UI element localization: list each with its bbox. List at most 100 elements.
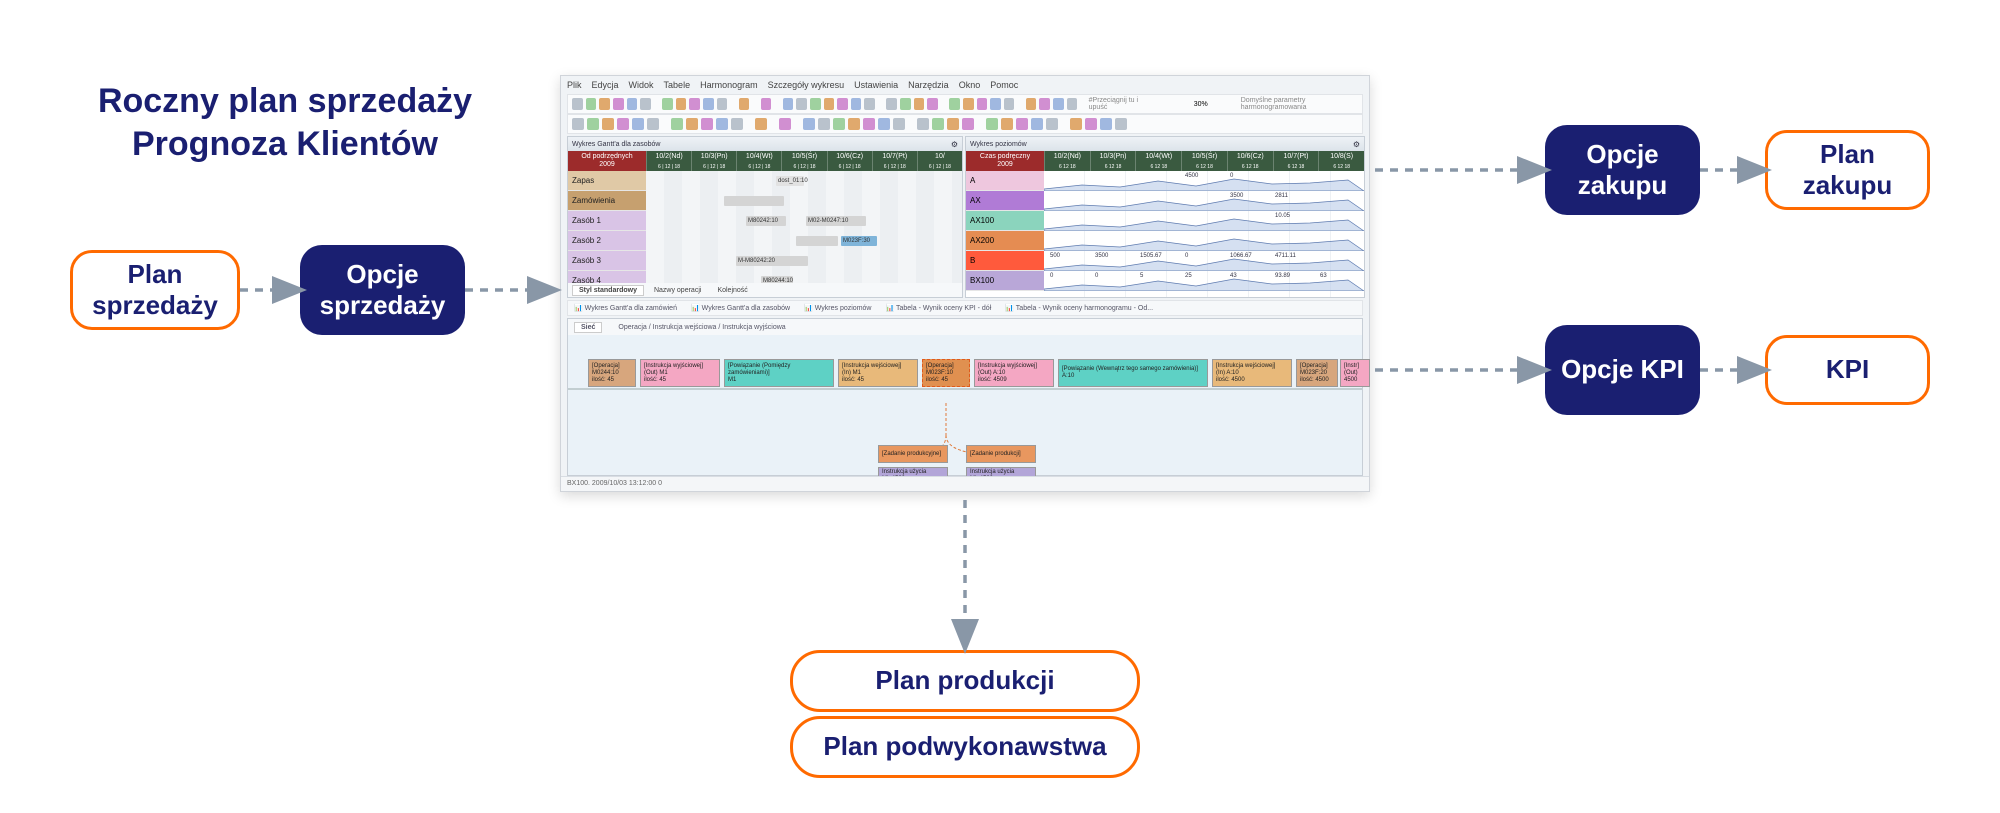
toolbar-icon[interactable] bbox=[662, 98, 673, 110]
toolbar-icon[interactable] bbox=[613, 98, 624, 110]
menu-item[interactable]: Plik bbox=[567, 80, 582, 90]
toolbar-icon[interactable] bbox=[731, 118, 743, 130]
menu-item[interactable]: Edycja bbox=[592, 80, 619, 90]
toolbar-icon[interactable] bbox=[686, 118, 698, 130]
view-tab[interactable]: 📊 Wykres Gantt'a dla zasobów bbox=[691, 304, 790, 312]
status-bar: BX100. 2009/10/03 13:12:00 0 bbox=[561, 476, 1369, 491]
toolbar-icon[interactable] bbox=[963, 98, 974, 110]
flow-node: [Powiązanie (Wewnątrz tego samego zamówi… bbox=[1058, 359, 1208, 387]
toolbar-icon[interactable] bbox=[586, 98, 597, 110]
subtab[interactable]: Kolejność bbox=[711, 286, 753, 295]
toolbar-icon[interactable] bbox=[863, 118, 875, 130]
toolbar-icon[interactable] bbox=[1115, 118, 1127, 130]
flow-subnode: [Zadanie produkcji] bbox=[966, 445, 1036, 463]
toolbar-icon[interactable] bbox=[949, 98, 960, 110]
menu-item[interactable]: Widok bbox=[629, 80, 654, 90]
toolbar-icon[interactable] bbox=[886, 98, 897, 110]
toolbar-icon[interactable] bbox=[599, 98, 610, 110]
toolbar-icon[interactable] bbox=[864, 98, 875, 110]
toolbar-icon[interactable] bbox=[851, 98, 862, 110]
toolbar-icon[interactable] bbox=[1067, 98, 1078, 110]
toolbar-icon[interactable] bbox=[701, 118, 713, 130]
toolbar-icon[interactable] bbox=[703, 98, 714, 110]
toolbar-icon[interactable] bbox=[1026, 98, 1037, 110]
toolbar-icon[interactable] bbox=[818, 118, 830, 130]
toolbar-icon[interactable] bbox=[824, 98, 835, 110]
menu-item[interactable]: Okno bbox=[959, 80, 981, 90]
toolbar-icon[interactable] bbox=[893, 118, 905, 130]
flow-subnode: [Zadanie produkcyjne] bbox=[878, 445, 948, 463]
view-tab[interactable]: 📊 Wykres poziomów bbox=[804, 304, 871, 312]
toolbar-icon[interactable] bbox=[572, 98, 583, 110]
toolbar-icon[interactable] bbox=[962, 118, 974, 130]
toolbar-icon[interactable] bbox=[796, 98, 807, 110]
toolbar-icon[interactable] bbox=[1070, 118, 1082, 130]
toolbar-icon[interactable] bbox=[689, 98, 700, 110]
flow-node: [Powiązanie (Pomiędzy zamówieniami)]M1 bbox=[724, 359, 834, 387]
subtab[interactable]: Styl standardowy bbox=[572, 285, 644, 296]
level-sparkline bbox=[1044, 251, 1364, 271]
menu-item[interactable]: Narzędzia bbox=[908, 80, 949, 90]
plan-zakupu-label: Plan zakupu bbox=[1782, 139, 1913, 201]
toolbar-icon[interactable] bbox=[900, 98, 911, 110]
gantt-date-col: Od podrzędnych 2009 bbox=[568, 151, 646, 171]
toolbar-icon[interactable] bbox=[1004, 98, 1015, 110]
toolbar-icon[interactable] bbox=[640, 98, 651, 110]
menu-item[interactable]: Ustawienia bbox=[854, 80, 898, 90]
toolbar-icon[interactable] bbox=[676, 98, 687, 110]
toolbar-icon[interactable] bbox=[671, 118, 683, 130]
toolbar-icon[interactable] bbox=[837, 98, 848, 110]
menu-item[interactable]: Tabele bbox=[664, 80, 691, 90]
toolbar-icon[interactable] bbox=[803, 118, 815, 130]
toolbar-icon[interactable] bbox=[927, 98, 938, 110]
toolbar-icon[interactable] bbox=[1039, 98, 1050, 110]
toolbar-icon[interactable] bbox=[572, 118, 584, 130]
flow-tab[interactable]: Sieć bbox=[574, 322, 602, 333]
toolbar-icon[interactable] bbox=[717, 98, 728, 110]
toolbar-icon[interactable] bbox=[947, 118, 959, 130]
toolbar-icon[interactable] bbox=[917, 118, 929, 130]
toolbar-icon[interactable] bbox=[587, 118, 599, 130]
toolbar-icon[interactable] bbox=[627, 98, 638, 110]
toolbar-icon[interactable] bbox=[761, 98, 772, 110]
level-row-label: BX100 bbox=[966, 271, 1044, 291]
view-tab[interactable]: 📊 Tabela - Wynik oceny harmonogramu - Od… bbox=[1005, 304, 1153, 312]
toolbar-icon[interactable] bbox=[1001, 118, 1013, 130]
toolbar-icon[interactable] bbox=[878, 118, 890, 130]
toolbar-icon[interactable] bbox=[977, 98, 988, 110]
menu-item[interactable]: Pomoc bbox=[990, 80, 1018, 90]
toolbar-icon[interactable] bbox=[1100, 118, 1112, 130]
toolbar-icon[interactable] bbox=[602, 118, 614, 130]
toolbar-icon[interactable] bbox=[990, 98, 1001, 110]
menu-item[interactable]: Harmonogram bbox=[700, 80, 758, 90]
toolbar-icon[interactable] bbox=[986, 118, 998, 130]
toolbar-icon[interactable] bbox=[1053, 98, 1064, 110]
toolbar-icon[interactable] bbox=[716, 118, 728, 130]
toolbar-icon[interactable] bbox=[932, 118, 944, 130]
toolbar-icon[interactable] bbox=[617, 118, 629, 130]
gantt-subtabs: Styl standardowy Nazwy operacji Kolejność bbox=[568, 283, 962, 297]
plan-produkcji-box: Plan produkcji bbox=[790, 650, 1140, 712]
timeline-cell: 10/3(Pn)6 12 18 bbox=[1090, 151, 1136, 171]
toolbar-icon[interactable] bbox=[739, 98, 750, 110]
toolbar-icon[interactable] bbox=[833, 118, 845, 130]
view-tab[interactable]: 📊 Tabela - Wynik oceny KPI - dół bbox=[885, 304, 991, 312]
flow-tab[interactable]: Operacja / Instrukcja wejściowa / Instru… bbox=[612, 323, 791, 332]
toolbar-icon[interactable] bbox=[632, 118, 644, 130]
toolbar-icon[interactable] bbox=[1016, 118, 1028, 130]
toolbar-icon[interactable] bbox=[1031, 118, 1043, 130]
subtab[interactable]: Nazwy operacji bbox=[648, 286, 707, 295]
timeline-cell: 10/5(Śr)6 | 12 | 18 bbox=[781, 151, 826, 171]
toolbar-icon[interactable] bbox=[647, 118, 659, 130]
toolbar-icon[interactable] bbox=[1085, 118, 1097, 130]
toolbar-icon[interactable] bbox=[783, 98, 794, 110]
toolbar-icon[interactable] bbox=[914, 98, 925, 110]
toolbar-icon[interactable] bbox=[755, 118, 767, 130]
view-tab[interactable]: 📊 Wykres Gantt'a dla zamówień bbox=[574, 304, 677, 312]
toolbar-icon[interactable] bbox=[1046, 118, 1058, 130]
toolbar-icon[interactable] bbox=[848, 118, 860, 130]
toolbar-icon[interactable] bbox=[779, 118, 791, 130]
menu-item[interactable]: Szczegóły wykresu bbox=[768, 80, 845, 90]
gear-icon: ⚙ bbox=[951, 140, 958, 149]
toolbar-icon[interactable] bbox=[810, 98, 821, 110]
